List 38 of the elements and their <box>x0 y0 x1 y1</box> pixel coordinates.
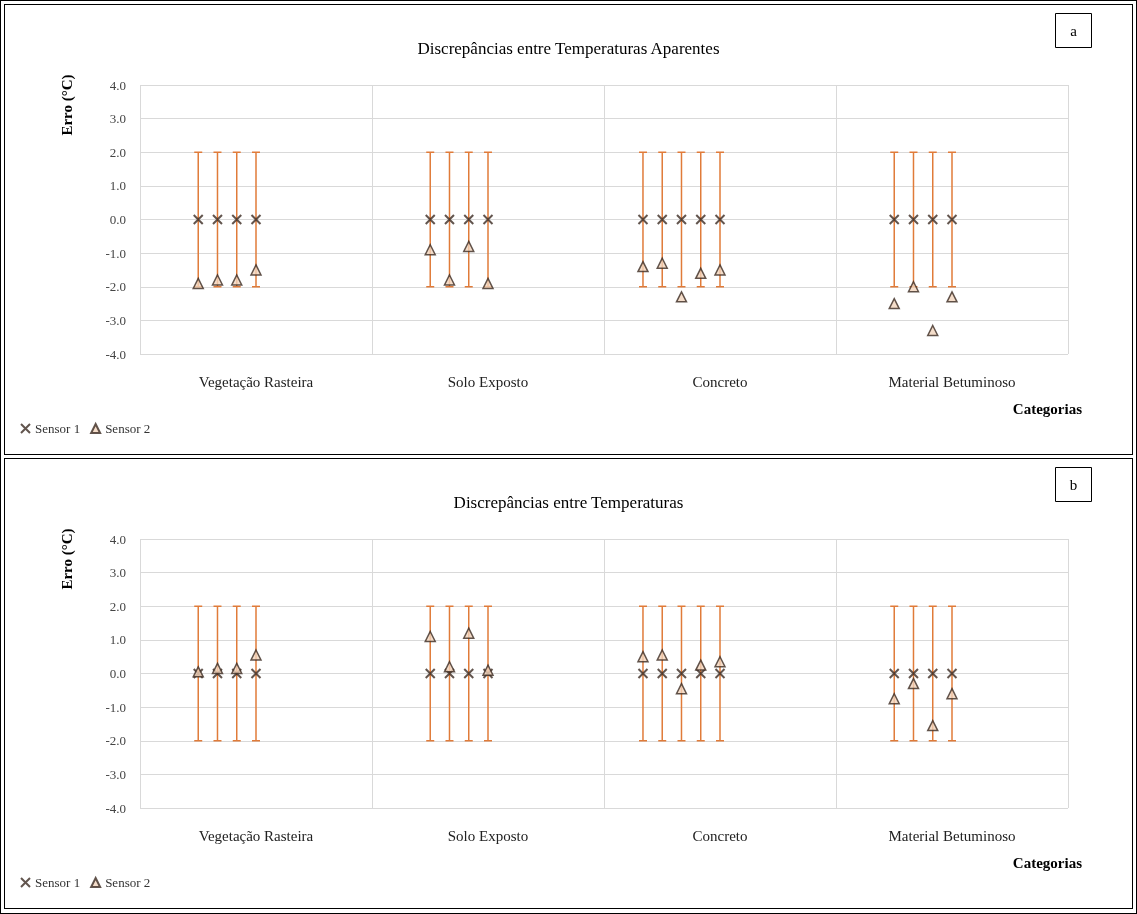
x-tick-label: Concreto <box>692 373 748 390</box>
y-tick-label: 0.0 <box>109 666 126 681</box>
y-tick-label: -1.0 <box>105 699 126 715</box>
x-tick-label: Vegetação Rasteira <box>198 373 314 390</box>
y-tick-label: 3.0 <box>109 565 126 581</box>
y-tick-label: 1.0 <box>109 178 126 194</box>
y-tick-label: -1.0 <box>105 245 126 261</box>
y-tick-label: -3.0 <box>105 312 126 328</box>
y-axis-title: Erro (°C) <box>59 74 76 136</box>
y-axis-title: Erro (°C) <box>59 528 76 590</box>
y-tick-label: 4.0 <box>109 77 126 93</box>
legend-label: Sensor 1 <box>35 421 81 436</box>
x-axis-title: Categorias <box>1012 400 1083 417</box>
x-tick-label: Vegetação Rasteira <box>198 827 314 844</box>
x-tick-label: Material Betuminoso <box>888 373 1016 390</box>
y-tick-label: 0.0 <box>109 212 126 227</box>
x-tick-label: Material Betuminoso <box>888 827 1016 844</box>
y-tick-label: -2.0 <box>105 279 126 295</box>
chart-title: Discrepâncias entre Temperaturas <box>453 493 684 512</box>
text: b <box>1069 476 1078 493</box>
y-tick-label: -4.0 <box>105 346 126 362</box>
legend-label: Sensor 2 <box>105 875 151 890</box>
x-tick-label: Solo Exposto <box>447 827 529 844</box>
y-tick-label: -4.0 <box>105 800 126 816</box>
x-axis-title: Categorias <box>1012 854 1083 871</box>
x-tick-label: Concreto <box>692 827 748 844</box>
y-tick-label: -3.0 <box>105 766 126 782</box>
x-tick-label: Solo Exposto <box>447 373 529 390</box>
y-tick-label: 2.0 <box>109 144 126 160</box>
y-tick-label: 2.0 <box>109 598 126 614</box>
y-tick-label: 1.0 <box>109 632 126 648</box>
legend-label: Sensor 2 <box>105 421 151 436</box>
legend-label: Sensor 1 <box>35 875 81 890</box>
y-tick-label: 3.0 <box>109 111 126 127</box>
y-tick-label: -2.0 <box>105 733 126 749</box>
text: a <box>1070 22 1078 39</box>
y-tick-label: 4.0 <box>109 531 126 547</box>
chart-title: Discrepâncias entre Temperaturas Aparentes <box>417 39 720 58</box>
